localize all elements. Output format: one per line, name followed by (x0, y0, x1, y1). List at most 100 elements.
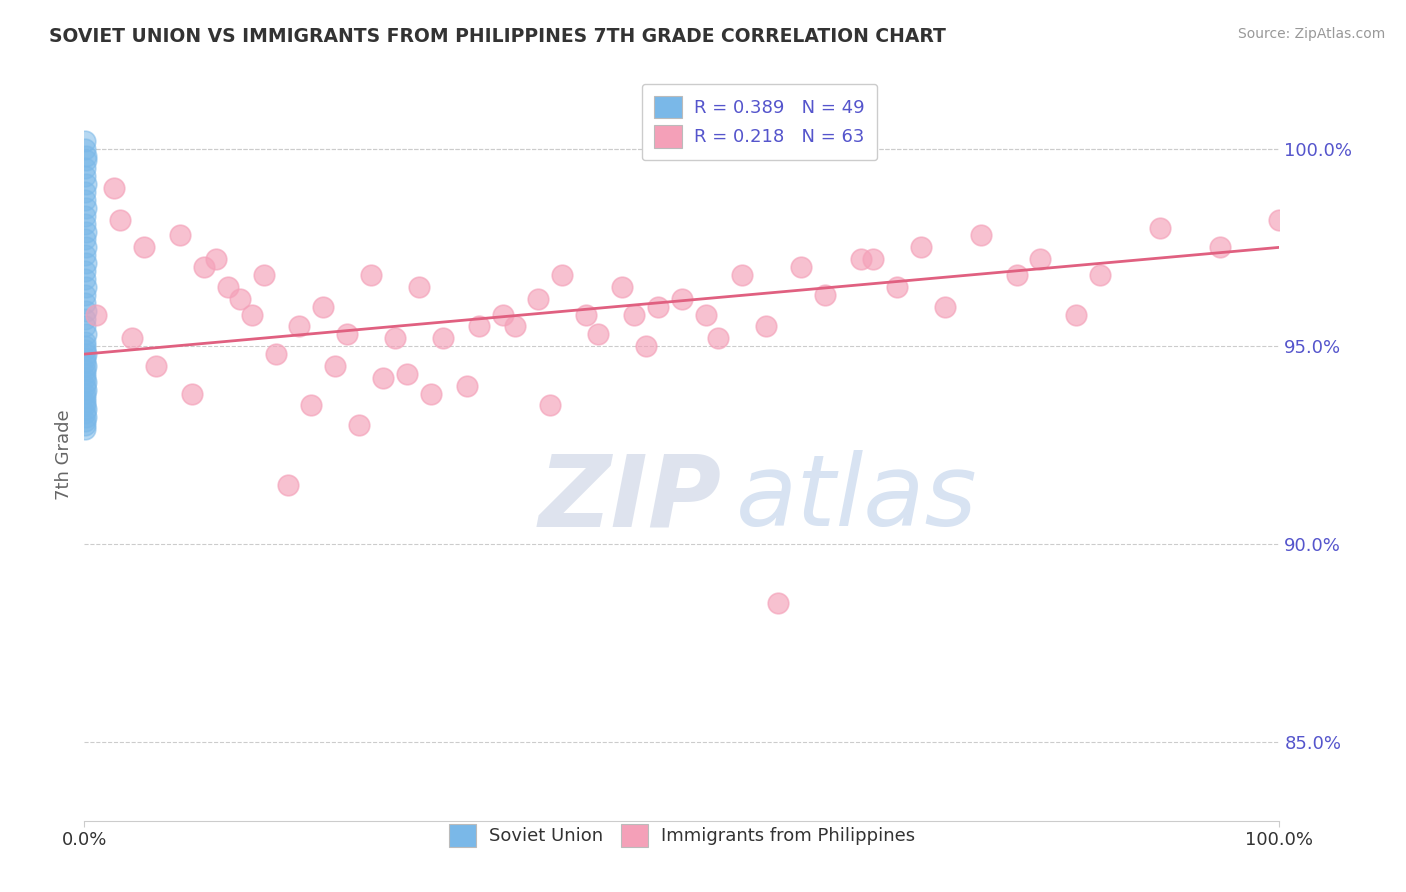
Point (75, 343, 97, 358)
Point (75, 418, 97, 433)
Point (612, 280, 634, 294)
Point (468, 319, 491, 334)
Point (103, 181, 125, 195)
Point (277, 477, 299, 491)
Point (75, 359, 97, 373)
Point (970, 228, 993, 243)
Point (1209, 240, 1232, 254)
Point (75, 378, 97, 392)
Point (75, 311, 97, 326)
Point (75, 414, 97, 428)
Text: ZIP: ZIP (538, 450, 721, 548)
Point (636, 339, 658, 353)
Point (75, 141, 97, 155)
Point (1149, 220, 1171, 235)
Point (623, 308, 645, 322)
Point (492, 308, 515, 322)
Point (695, 308, 717, 322)
Point (75, 351, 97, 365)
Point (75, 217, 97, 231)
Point (75, 386, 97, 401)
Point (647, 300, 669, 314)
Text: SOVIET UNION VS IMMIGRANTS FROM PHILIPPINES 7TH GRADE CORRELATION CHART: SOVIET UNION VS IMMIGRANTS FROM PHILIPPI… (49, 27, 946, 45)
Point (75, 303, 97, 318)
Point (349, 418, 371, 433)
Point (851, 252, 873, 267)
Point (1005, 268, 1028, 282)
Point (75, 248, 97, 262)
Point (1268, 212, 1291, 227)
Point (75, 272, 97, 286)
Point (75, 347, 97, 361)
Point (707, 331, 730, 345)
Point (766, 596, 789, 610)
Point (75, 169, 97, 184)
Point (360, 268, 382, 282)
Point (229, 292, 252, 306)
Point (886, 280, 908, 294)
Point (814, 287, 837, 301)
Point (75, 319, 97, 334)
Point (193, 260, 215, 274)
Point (420, 386, 443, 401)
Point (75, 193, 97, 207)
Point (75, 335, 97, 350)
Point (1066, 308, 1088, 322)
Point (75, 295, 97, 310)
Point (121, 331, 143, 345)
Point (396, 367, 419, 381)
Point (75, 394, 97, 409)
Text: Source: ZipAtlas.com: Source: ZipAtlas.com (1237, 27, 1385, 41)
Point (75, 280, 97, 294)
Point (75, 363, 97, 377)
Point (910, 240, 932, 254)
Point (456, 378, 478, 392)
Point (75, 371, 97, 385)
Point (264, 347, 287, 361)
Point (75, 355, 97, 369)
Point (384, 331, 406, 345)
Point (540, 399, 562, 413)
Point (288, 319, 311, 334)
Point (75, 232, 97, 246)
Point (75, 149, 97, 163)
Point (75, 264, 97, 278)
Point (75, 201, 97, 215)
Point (75, 367, 97, 381)
Point (132, 240, 156, 254)
Y-axis label: 7th Grade: 7th Grade (55, 409, 73, 500)
Point (671, 292, 693, 306)
Point (253, 268, 276, 282)
Point (75, 177, 97, 191)
Point (75, 375, 97, 389)
Point (75, 209, 97, 223)
Point (145, 359, 167, 373)
Point (336, 327, 359, 342)
Point (110, 212, 132, 227)
Point (1029, 252, 1052, 267)
Legend: Soviet Union, Immigrants from Philippines: Soviet Union, Immigrants from Philippine… (436, 812, 928, 859)
Text: atlas: atlas (735, 450, 977, 548)
Point (217, 280, 239, 294)
Point (75, 327, 97, 342)
Point (169, 228, 191, 243)
Point (432, 331, 454, 345)
Point (75, 185, 97, 199)
Point (408, 280, 430, 294)
Point (75, 410, 97, 425)
Point (862, 252, 884, 267)
Point (75, 256, 97, 270)
Point (790, 260, 813, 274)
Point (575, 308, 598, 322)
Point (75, 391, 97, 405)
Point (86, 308, 108, 322)
Point (503, 319, 526, 334)
Point (75, 402, 97, 417)
Point (75, 161, 97, 176)
Point (588, 327, 610, 342)
Point (75, 422, 97, 436)
Point (75, 287, 97, 301)
Point (301, 399, 323, 413)
Point (75, 383, 97, 397)
Point (73, 134, 96, 148)
